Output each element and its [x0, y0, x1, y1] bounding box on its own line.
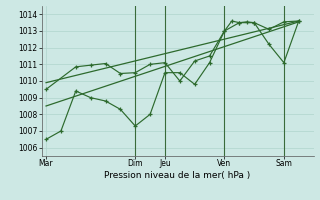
X-axis label: Pression niveau de la mer( hPa ): Pression niveau de la mer( hPa )	[104, 171, 251, 180]
